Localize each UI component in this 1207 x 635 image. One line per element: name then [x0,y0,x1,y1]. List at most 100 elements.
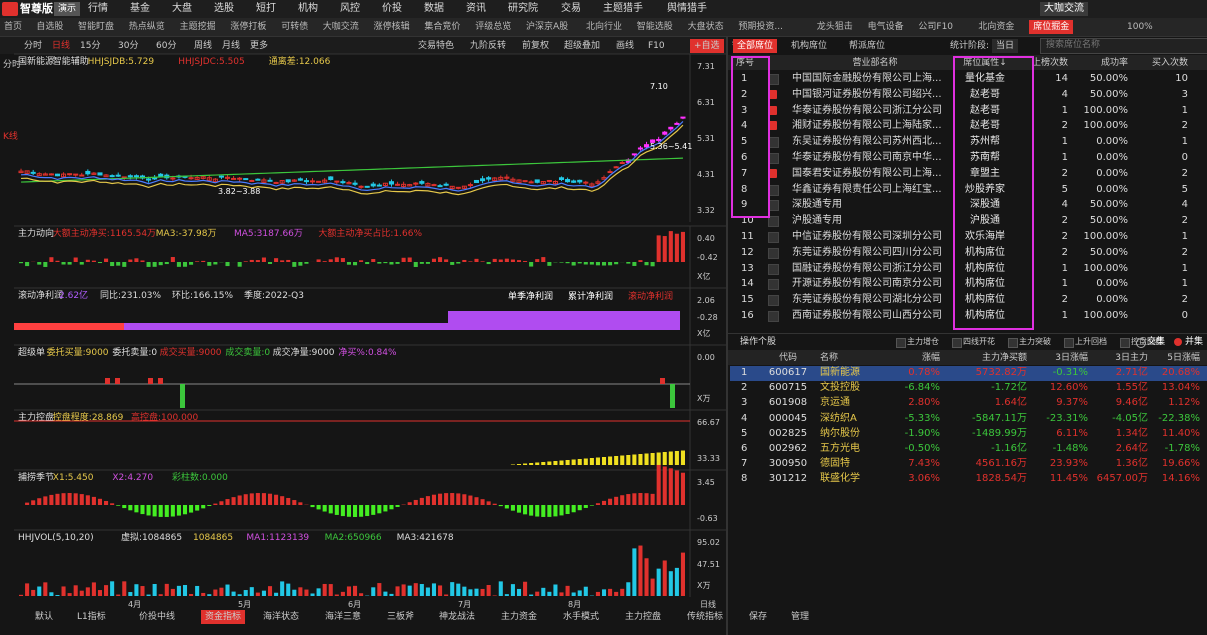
label[interactable]: 日线 [52,41,71,51]
label[interactable]: 主力控盘 [625,612,662,622]
label[interactable]: 公司F10 [918,22,954,32]
label[interactable]: 智能盯盘 [78,22,115,32]
label[interactable]: 北向行业 [586,22,623,32]
label[interactable]: 主力资金 [501,612,538,622]
label[interactable]: 大盘 [172,3,192,14]
checkbox[interactable] [768,105,777,115]
label[interactable]: 交易特色 [418,41,455,51]
checkbox[interactable] [768,121,777,131]
volume-bar [626,582,631,596]
cell: 5 [1181,183,1188,195]
label[interactable]: 周线 [194,41,213,51]
checkbox[interactable] [768,168,777,178]
label[interactable]: 龙头狙击 [816,22,853,32]
label[interactable]: 上升回档 [1075,337,1107,346]
volume-bar [37,586,42,596]
label[interactable]: 海洋状态 [263,612,300,622]
label[interactable]: 集合竞价 [424,22,461,32]
label[interactable]: 30分 [118,41,139,51]
label[interactable]: 15分 [80,41,101,51]
label[interactable]: 短打 [256,3,276,14]
label: 控盘程度:28.869 [52,413,124,423]
label[interactable]: 九阶反转 [470,41,507,51]
label[interactable]: 传统指标 [687,612,724,622]
checkbox[interactable] [768,311,779,322]
label[interactable]: 首页 [4,22,23,32]
label[interactable]: 机构 [298,3,318,14]
label[interactable]: 三板斧 [387,612,415,622]
label[interactable]: 热点纵览 [128,22,165,32]
label[interactable]: 超级叠加 [564,41,601,51]
checkbox[interactable] [768,89,777,99]
label[interactable]: 搜索席位名称 [1046,40,1101,50]
label[interactable]: 前复权 [522,41,550,51]
label[interactable]: 舆情猎手 [667,3,707,14]
label[interactable]: 全部席位 [733,39,778,53]
label[interactable]: 四线开花 [963,337,995,346]
label[interactable]: 电气设备 [867,22,904,32]
label[interactable]: 主力突破 [1019,337,1051,346]
label[interactable]: 沪深京A股 [526,22,569,32]
label[interactable]: 并集 [1185,337,1204,347]
label[interactable]: 风控 [340,3,360,14]
label[interactable]: 保存 [749,612,768,622]
label[interactable]: 选股 [214,3,234,14]
label[interactable]: 预期投资... [738,22,783,32]
label[interactable]: L1指标 [77,612,106,622]
label[interactable]: 画线 [616,41,635,51]
label[interactable]: 价投中线 [139,612,176,622]
label[interactable]: 涨停核辑 [373,22,410,32]
label[interactable]: 神龙战法 [439,612,476,622]
label[interactable]: 更多 [250,41,269,51]
label[interactable]: 涨停打板 [230,22,267,32]
label[interactable]: F10 [648,41,665,51]
label[interactable]: +自选 [690,39,724,53]
label[interactable]: 交易 [561,3,581,14]
cell: 4 [1061,199,1068,211]
label[interactable]: 水手模式 [563,612,600,622]
label[interactable]: 大盘状态 [687,22,724,32]
label[interactable]: 管理 [791,612,810,622]
checkbox[interactable] [768,247,779,259]
label[interactable]: 海洋三意 [325,612,362,622]
checkbox[interactable] [768,216,779,228]
flow-bar [680,231,685,262]
label[interactable]: 分时 [24,41,43,51]
label[interactable]: 研究院 [508,3,538,14]
label[interactable]: 交集 [1147,337,1166,347]
label[interactable]: 资金指标 [201,610,246,624]
label[interactable]: 资讯 [466,3,486,14]
label[interactable]: 主题挖掘 [179,22,216,32]
label[interactable]: 席位掘金 [1029,20,1074,34]
label[interactable]: 大咖交流 [1040,2,1088,16]
candle [510,178,516,182]
label[interactable]: 价投 [382,3,402,14]
label[interactable]: 机构席位 [791,41,828,51]
label: 买入次数 [1151,58,1188,68]
candle [200,176,206,179]
label[interactable]: 当日 [992,39,1019,53]
label[interactable]: 数据 [424,3,444,14]
label[interactable]: 北向资金 [978,22,1015,32]
label[interactable]: 控盘回档 [1131,337,1163,346]
checkbox[interactable] [768,279,779,291]
label[interactable]: 基金 [130,3,150,14]
flow-bar [286,259,291,262]
label[interactable]: 自选股 [36,22,64,32]
volume-bar [413,583,418,596]
label[interactable]: 60分 [156,41,177,51]
label[interactable]: 主力增仓 [907,337,939,346]
label[interactable]: 主题猎手 [603,3,643,14]
checkbox[interactable] [768,232,779,243]
checkbox[interactable] [768,263,779,275]
label[interactable]: 可转债 [281,22,309,32]
label[interactable]: 帮派席位 [849,41,886,51]
label[interactable]: 行情 [88,3,108,14]
label[interactable]: 月线 [222,41,241,51]
label[interactable]: 智能选股 [636,22,673,32]
checkbox[interactable] [768,295,779,307]
label[interactable]: 大咖交流 [322,22,359,32]
label[interactable]: 默认 [35,612,54,622]
label[interactable]: 评级总览 [475,22,512,32]
flow-bar [425,262,430,264]
